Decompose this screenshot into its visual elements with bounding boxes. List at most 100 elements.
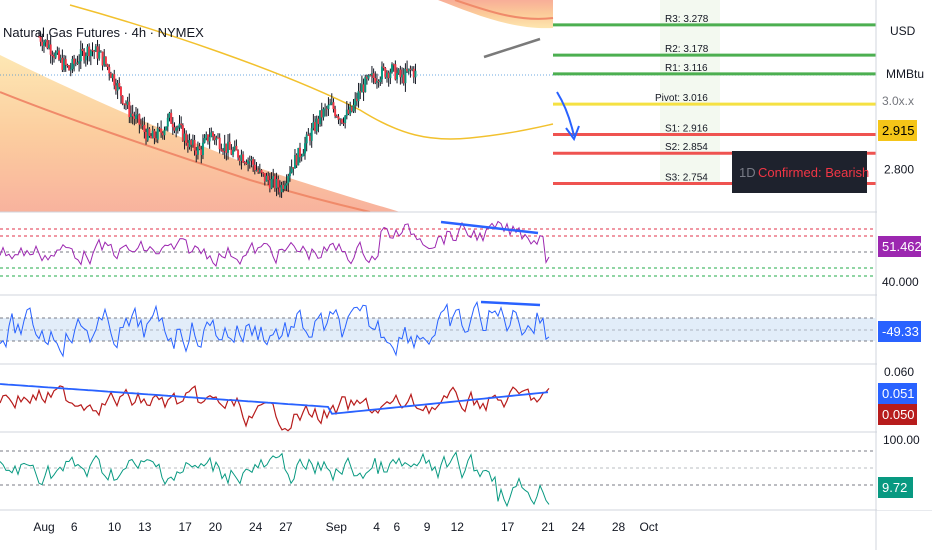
candle-body — [275, 179, 278, 189]
candle-body — [248, 160, 251, 162]
candle-body — [168, 112, 171, 118]
candle-body — [362, 84, 365, 93]
candle-body — [370, 73, 373, 76]
candle-body — [86, 46, 89, 56]
candle-body — [170, 112, 173, 124]
candle-body — [320, 110, 323, 118]
candle-body — [253, 164, 256, 171]
candle-body — [396, 73, 399, 80]
candle-body — [114, 85, 117, 91]
candle-body — [310, 128, 313, 141]
candle-body — [198, 146, 201, 150]
candle-body — [245, 162, 248, 164]
candle-body — [42, 42, 45, 46]
candle-body — [401, 74, 404, 78]
candle-body — [317, 118, 320, 124]
candle-body — [64, 59, 67, 65]
lower-band-line — [0, 91, 371, 212]
candle-body — [280, 184, 283, 193]
candle-body — [357, 91, 360, 102]
candle-body — [399, 69, 402, 78]
candle-body — [78, 61, 81, 64]
ma-blue-badge: 0.051 — [878, 383, 917, 404]
stoch-line — [0, 451, 550, 508]
candle-body — [397, 69, 400, 74]
candle-body — [71, 58, 74, 70]
candle-body — [309, 135, 312, 141]
candle-body — [68, 65, 71, 71]
candle-body — [129, 113, 132, 118]
candle-body — [335, 115, 338, 117]
pivot-label: S1: 2.916 — [665, 123, 708, 134]
candle-body — [151, 130, 154, 139]
unit-label: MMBtu — [886, 67, 924, 81]
candle-body — [337, 116, 340, 120]
candle-body — [166, 117, 169, 127]
candle-body — [91, 50, 94, 52]
candle-body — [412, 68, 415, 78]
candle-body — [404, 69, 407, 84]
candle-body — [384, 68, 387, 78]
candle-body — [133, 116, 136, 119]
candle-body — [386, 72, 389, 78]
candle-body — [332, 102, 335, 110]
lower-band-fill — [0, 55, 400, 212]
candle-body — [277, 179, 280, 188]
candle-body — [267, 175, 270, 181]
candle-body — [217, 137, 220, 139]
candle-body — [287, 176, 290, 184]
candle-body — [41, 41, 44, 46]
candle-body — [268, 180, 271, 189]
candle-body — [171, 123, 174, 128]
candle-body — [391, 64, 394, 73]
svg-text:-49.33: -49.33 — [882, 324, 919, 339]
candle-body — [126, 101, 129, 106]
candle-body — [235, 145, 238, 151]
candle-body — [131, 113, 134, 117]
candle-body — [230, 149, 233, 155]
candle-body — [342, 122, 345, 124]
candle-body — [252, 159, 255, 165]
candle-body — [293, 154, 296, 169]
candle-body — [322, 109, 325, 118]
candle-body — [183, 133, 186, 141]
price-tick-label: 2.800 — [884, 163, 914, 177]
candle-body — [79, 49, 82, 62]
stoch-tick-top: 100.00 — [883, 433, 920, 447]
candle-body — [113, 74, 116, 86]
candle-body — [46, 39, 49, 48]
candle-body — [315, 118, 318, 132]
candle-body — [387, 72, 390, 79]
stoch-badge: 9.72 — [878, 477, 913, 498]
time-axis-label: 6 — [71, 520, 78, 534]
candle-body — [163, 130, 166, 136]
chart-title: Natural Gas Futures · 4h · NYMEX — [3, 25, 204, 40]
candle-body — [304, 143, 307, 154]
candle-body — [350, 106, 353, 112]
candle-body — [69, 69, 72, 71]
time-axis-label: 6 — [393, 520, 400, 534]
time-axis-label: 27 — [279, 520, 293, 534]
candle-body — [349, 106, 352, 114]
candle-body — [227, 141, 230, 153]
candle-body — [364, 77, 367, 93]
time-axis-label: 4 — [373, 520, 380, 534]
candle-body — [59, 57, 62, 60]
candle-body — [98, 51, 101, 59]
time-axis[interactable]: Aug 6 10 13 17 20 24 27 Sep 4 6 9 12 17 21 24 28 Oct — [33, 520, 658, 534]
candle-body — [44, 39, 47, 43]
candle-body — [193, 140, 196, 151]
candle-body — [260, 170, 263, 173]
candle-body — [228, 141, 231, 150]
pivot-label: S3: 2.754 — [665, 173, 708, 184]
candle-body — [307, 134, 310, 136]
candle-body — [232, 150, 235, 155]
candle-body — [324, 108, 327, 110]
candle-body — [297, 147, 300, 166]
candle-body — [325, 108, 328, 110]
time-axis-label: 24 — [572, 520, 586, 534]
candle-body — [200, 149, 203, 156]
candle-body — [225, 143, 228, 153]
candle-body — [319, 110, 322, 124]
